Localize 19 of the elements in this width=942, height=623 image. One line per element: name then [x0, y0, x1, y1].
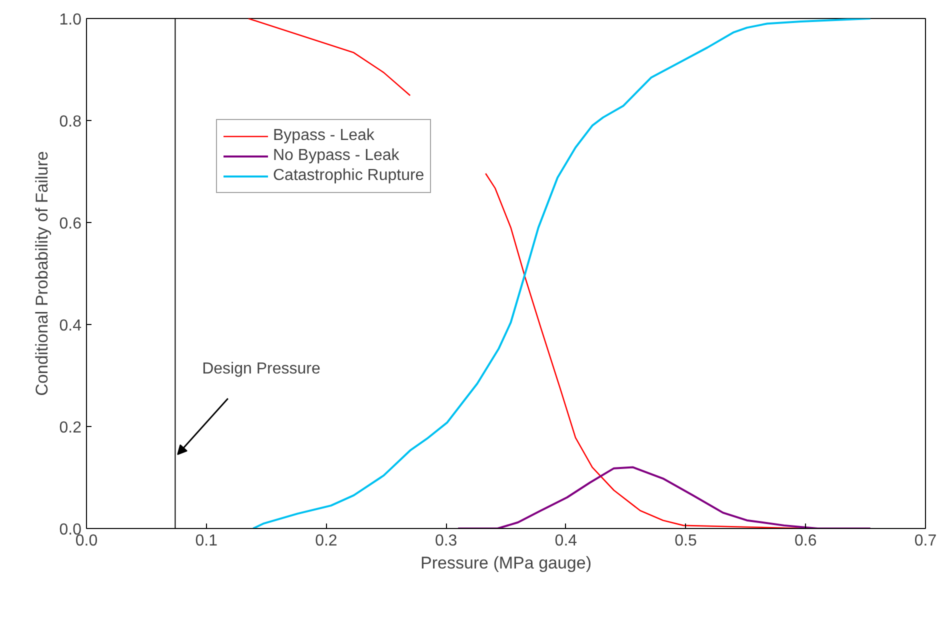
x-tick-label: 0.6: [794, 532, 817, 550]
y-tick-label: 0.4: [59, 318, 82, 334]
x-tick-label: 0.2: [315, 532, 338, 550]
y-axis-title: Conditional Probability of Failure: [32, 151, 52, 396]
x-tick-label: 0.7: [914, 532, 937, 550]
y-tick-label: 0.8: [59, 114, 82, 130]
y-tick-label: 0.2: [59, 420, 82, 436]
x-tick-label: 0.1: [195, 532, 218, 550]
legend-label: Bypass - Leak: [273, 127, 374, 145]
y-tick-label: 0.6: [59, 216, 82, 232]
x-tick-label: 0.4: [554, 532, 578, 550]
line-series: [457, 466, 872, 528]
ref-line-label: Design Pressure: [202, 360, 320, 378]
y-tick-label: 1.0: [59, 12, 82, 28]
legend-label: No Bypass - Leak: [273, 147, 400, 165]
x-axis-title: Pressure (MPa gauge): [420, 554, 592, 572]
legend-label: Catastrophic Rupture: [273, 167, 424, 185]
x-tick-label: 0.5: [674, 532, 698, 550]
x-tick-label: 0.3: [434, 532, 458, 550]
